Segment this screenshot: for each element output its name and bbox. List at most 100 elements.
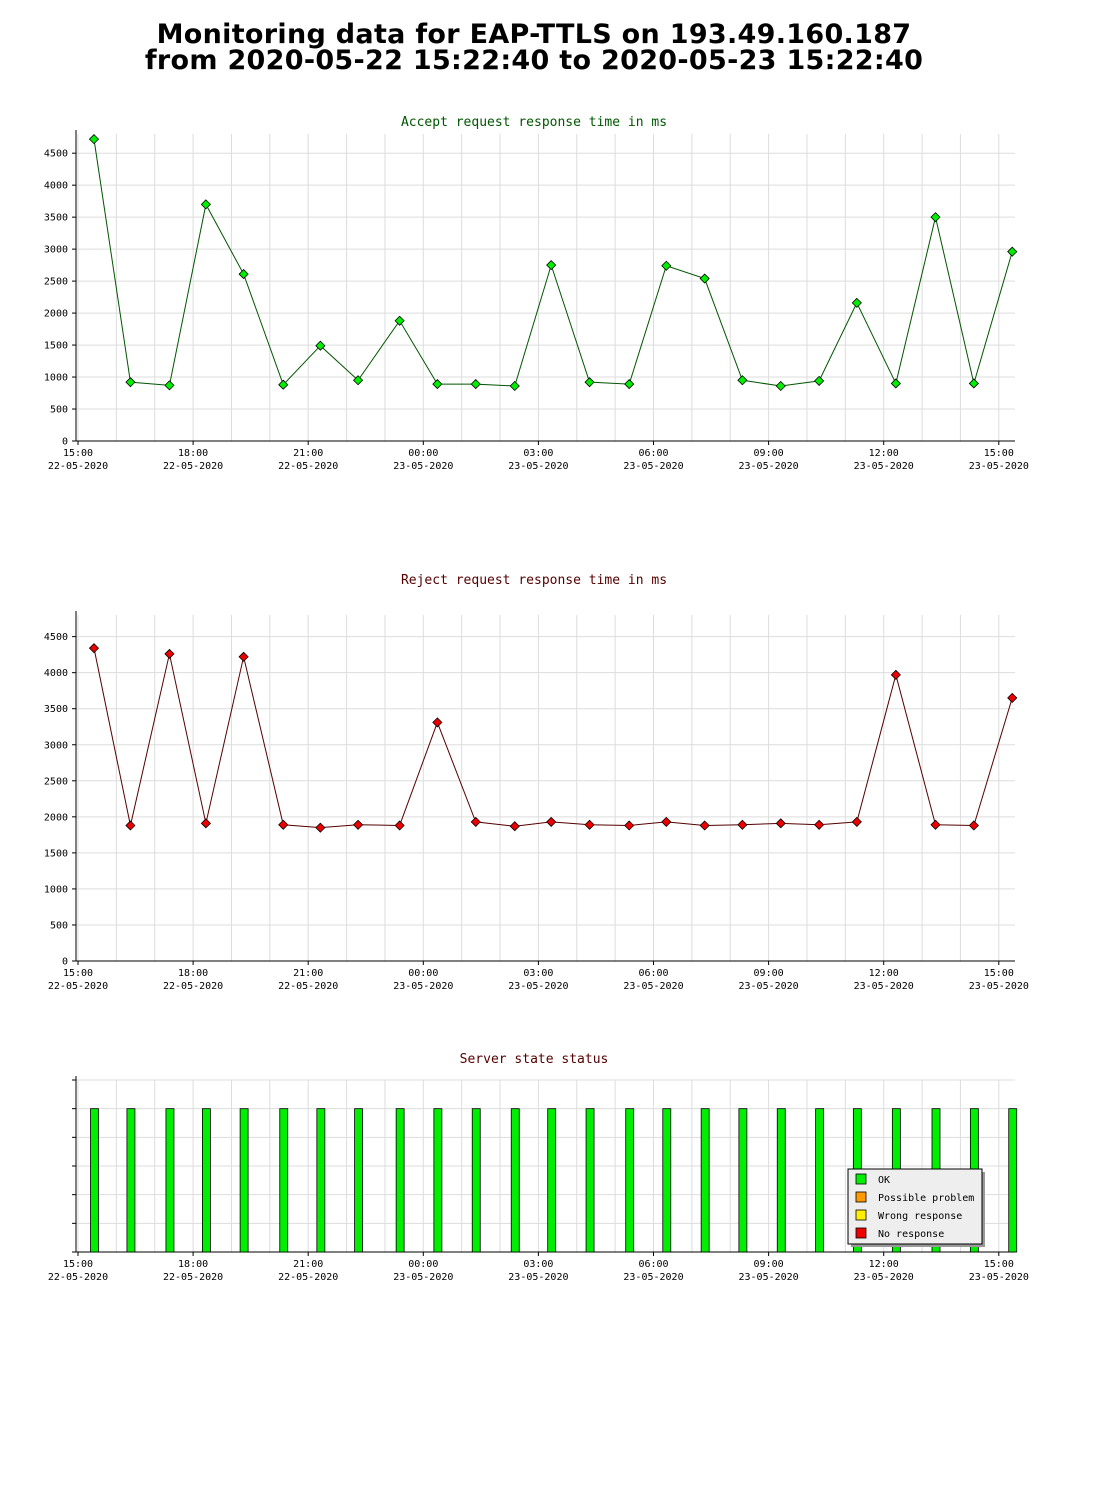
data-point <box>968 378 979 389</box>
data-point <box>546 260 557 271</box>
data-point <box>470 379 481 390</box>
data-point <box>890 669 901 680</box>
x-tick-time: 21:00 <box>293 1259 323 1270</box>
status-bar <box>239 1108 249 1253</box>
chart-title: Server state status <box>460 1052 609 1067</box>
data-point <box>278 819 289 830</box>
status-bar <box>510 1108 520 1253</box>
y-tick-label: 3500 <box>44 704 68 715</box>
data-point <box>699 820 710 831</box>
y-tick-label: 0 <box>62 437 68 448</box>
legend-box <box>847 1168 983 1245</box>
status-bar <box>279 1108 289 1253</box>
data-point <box>432 717 443 728</box>
x-tick-date: 22-05-2020 <box>278 1272 338 1283</box>
data-point <box>353 819 364 830</box>
status-bar <box>201 1108 211 1253</box>
status-bar <box>585 1108 595 1253</box>
y-tick-label: 3000 <box>44 245 68 256</box>
data-point <box>394 820 405 831</box>
data-point <box>353 375 364 386</box>
x-tick-date: 23-05-2020 <box>393 1272 453 1283</box>
data-point <box>315 822 326 833</box>
server-status-chart: Server state status 15:00 22-05-2020 18:00 2… <box>48 1052 1029 1283</box>
legend-label: OK <box>878 1175 890 1186</box>
y-tick-label: 500 <box>50 920 68 931</box>
data-point <box>661 816 672 827</box>
data-point <box>1007 692 1018 703</box>
data-point <box>737 375 748 386</box>
x-tick-time: 03:00 <box>523 448 553 459</box>
x-tick-time: 06:00 <box>638 448 668 459</box>
data-point <box>238 651 249 662</box>
x-tick-time: 00:00 <box>408 448 438 459</box>
data-point <box>699 273 710 284</box>
x-tick-date: 22-05-2020 <box>48 1272 108 1283</box>
legend-swatch <box>855 1227 867 1239</box>
x-tick-date: 22-05-2020 <box>163 461 223 472</box>
data-point <box>584 819 595 830</box>
y-tick-label: 0 <box>62 957 68 968</box>
data-point <box>509 380 520 392</box>
x-tick-date: 23-05-2020 <box>854 981 914 992</box>
status-bar <box>700 1108 710 1253</box>
data-point <box>432 379 443 390</box>
x-tick-date: 23-05-2020 <box>508 981 568 992</box>
data-point <box>775 380 786 392</box>
x-tick-date: 22-05-2020 <box>163 1272 223 1283</box>
data-point <box>930 212 941 223</box>
legend-swatch <box>855 1209 867 1221</box>
data-point <box>814 375 825 386</box>
data-point <box>890 378 901 389</box>
x-tick-time: 12:00 <box>869 448 899 459</box>
x-tick-time: 00:00 <box>408 968 438 979</box>
data-point <box>851 816 862 827</box>
x-tick-time: 12:00 <box>869 968 899 979</box>
status-bar <box>738 1108 748 1253</box>
data-point <box>470 816 481 827</box>
x-tick-time: 21:00 <box>293 968 323 979</box>
x-tick-time: 00:00 <box>408 1259 438 1270</box>
data-point <box>930 819 941 830</box>
status-bar <box>471 1108 481 1253</box>
data-point <box>814 819 825 830</box>
x-tick-date: 23-05-2020 <box>508 1272 568 1283</box>
legend-swatch <box>855 1191 867 1203</box>
status-bar <box>625 1108 635 1253</box>
status-bar <box>126 1108 136 1253</box>
x-tick-date: 23-05-2020 <box>969 981 1029 992</box>
y-tick-label: 1500 <box>44 341 68 352</box>
legend-label: No response <box>878 1229 944 1240</box>
data-point <box>546 816 557 827</box>
x-tick-time: 09:00 <box>754 968 784 979</box>
data-point <box>164 648 175 659</box>
page-title-line2: from 2020-05-22 15:22:40 to 2020-05-23 1… <box>144 45 924 76</box>
x-tick-date: 22-05-2020 <box>278 981 338 992</box>
status-bar <box>433 1108 443 1253</box>
x-tick-time: 03:00 <box>523 1259 553 1270</box>
x-tick-time: 06:00 <box>638 1259 668 1270</box>
x-tick-time: 15:00 <box>63 1259 93 1270</box>
x-tick-date: 22-05-2020 <box>48 981 108 992</box>
accept-response-chart: Accept request response time in ms 0 500 10… <box>44 115 1029 472</box>
y-tick-label: 500 <box>50 405 68 416</box>
page-title: Monitoring data for EAP-TTLS on 193.49.1… <box>0 21 1068 76</box>
status-bar <box>165 1108 175 1253</box>
data-point <box>584 377 595 388</box>
data-point <box>125 820 136 831</box>
x-tick-date: 22-05-2020 <box>163 981 223 992</box>
x-tick-time: 12:00 <box>869 1259 899 1270</box>
x-tick-date: 23-05-2020 <box>393 461 453 472</box>
y-tick-label: 1000 <box>44 373 68 384</box>
status-bar <box>354 1108 363 1253</box>
status-bar <box>90 1108 99 1253</box>
x-tick-date: 23-05-2020 <box>738 461 798 472</box>
data-point <box>775 818 786 829</box>
x-tick-date: 23-05-2020 <box>738 981 798 992</box>
status-bar <box>776 1108 786 1253</box>
data-point <box>164 380 175 391</box>
y-tick-label: 2000 <box>44 309 68 320</box>
y-tick-label: 4500 <box>44 149 68 160</box>
data-point <box>624 820 635 831</box>
y-tick-label: 1000 <box>44 884 68 895</box>
